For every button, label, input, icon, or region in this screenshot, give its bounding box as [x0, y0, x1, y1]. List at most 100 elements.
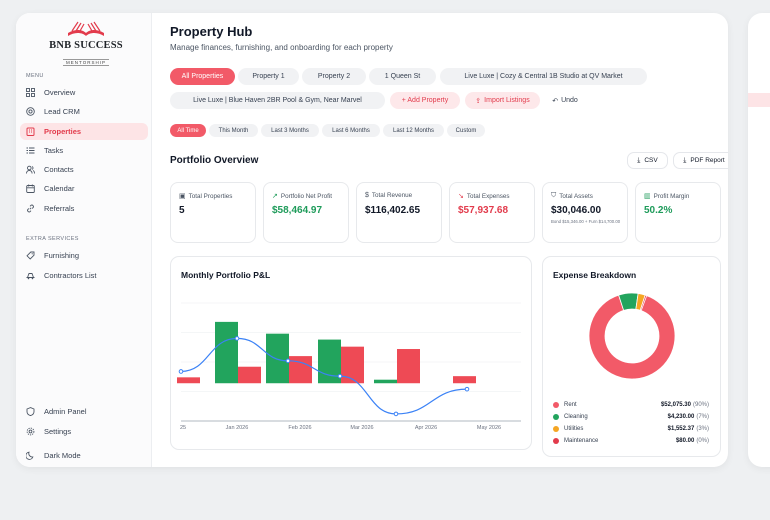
- upload-icon: ⇪: [475, 97, 482, 105]
- profit-bar: [374, 379, 397, 384]
- trend-up-icon: ↗: [272, 193, 278, 200]
- pdf-report-button[interactable]: ⤓ PDF Report: [673, 152, 728, 169]
- x-tick-label: Apr 2026: [415, 425, 437, 431]
- stat-label: ▥ Profit Margin: [644, 192, 690, 201]
- adjacent-window-banner: [748, 93, 770, 107]
- sidebar-item-label: Contacts: [44, 165, 74, 174]
- stat-note: Bond $15,346.00 + Furn $14,700.00: [551, 219, 621, 224]
- x-tick-label: 25: [180, 425, 186, 431]
- moon-icon: [26, 451, 35, 460]
- legend-amount: $1,552.37 (3%): [667, 426, 709, 432]
- sidebar-item-calendar[interactable]: Calendar: [20, 180, 148, 197]
- legend-amount: $52,075.30 (90%): [660, 402, 709, 408]
- filter-custom[interactable]: Custom: [447, 124, 485, 137]
- dollar-icon: $: [365, 192, 369, 199]
- stat-label: ▣ Total Properties: [179, 192, 233, 201]
- calendar-icon: [26, 184, 35, 193]
- stat-value: $58,464.97: [272, 205, 323, 216]
- undo-icon: ↶: [552, 97, 559, 105]
- legend-row-utilities: Utilities $1,552.37 (3%): [553, 424, 709, 434]
- x-tick-label: Mar 2026: [350, 425, 373, 431]
- tab-property-1[interactable]: Property 1: [238, 68, 299, 85]
- sidebar-item-label: Referrals: [44, 204, 75, 213]
- legend-label: Maintenance: [564, 438, 599, 444]
- sidebar-item-admin-panel[interactable]: Admin Panel: [20, 403, 148, 420]
- legend-dot: [553, 426, 559, 432]
- users-icon: [26, 165, 35, 174]
- donut-slice-maintenance: [639, 294, 648, 312]
- filter-last-3-months[interactable]: Last 3 Months: [261, 124, 319, 137]
- sidebar-item-contacts[interactable]: Contacts: [20, 161, 148, 178]
- sidebar-item-tasks[interactable]: Tasks: [20, 142, 148, 159]
- sidebar-item-properties[interactable]: Properties: [20, 123, 148, 140]
- sidebar-item-label: Settings: [44, 427, 72, 436]
- undo-label: Undo: [561, 97, 578, 104]
- stat-label: ↘ Total Expenses: [458, 192, 510, 201]
- tab-property-2[interactable]: Property 2: [302, 68, 366, 85]
- tab-live-luxe-blue-haven[interactable]: Live Luxe | Blue Haven 2BR Pool & Gym, N…: [170, 92, 385, 109]
- sidebar-item-label: Furnishing: [44, 251, 80, 260]
- import-listings-button[interactable]: ⇪ Import Listings: [465, 92, 540, 109]
- tab-1-queen-st[interactable]: 1 Queen St: [369, 68, 436, 85]
- app-window: BNB SUCCESS MENTORSHIP MENU Overview Lea…: [16, 13, 728, 467]
- adjacent-window: [748, 13, 770, 467]
- list-icon: [26, 146, 35, 155]
- legend-dot: [553, 414, 559, 420]
- legend-label: Utilities: [564, 426, 584, 432]
- sidebar-item-contractors[interactable]: Contractors List: [20, 267, 148, 284]
- building-icon: [26, 127, 35, 136]
- legend-amount: $4,230.00 (7%): [667, 414, 709, 420]
- filter-last-12-months[interactable]: Last 12 Months: [383, 124, 444, 137]
- sidebar-item-overview[interactable]: Overview: [20, 84, 148, 101]
- shield-icon: ⛉: [551, 192, 557, 199]
- filter-all-time[interactable]: All Time: [170, 124, 206, 137]
- stat-value: 50.2%: [644, 205, 673, 216]
- expense-title: Expense Breakdown: [553, 270, 637, 280]
- filter-this-month[interactable]: This Month: [209, 124, 258, 137]
- stat-value: $116,402.65: [365, 205, 421, 216]
- stat-label: ↗ Portfolio Net Profit: [272, 192, 332, 201]
- brand-subtitle: MENTORSHIP: [63, 59, 109, 66]
- pl-chart-title: Monthly Portfolio P&L: [181, 270, 271, 280]
- sidebar-item-furnishing[interactable]: Furnishing: [20, 247, 148, 264]
- legend-label: Rent: [564, 402, 577, 408]
- page-subtitle: Manage finances, furnishing, and onboard…: [170, 43, 393, 52]
- sidebar-item-label: Lead CRM: [44, 107, 80, 116]
- csv-export-button[interactable]: ⤓ CSV: [627, 152, 668, 169]
- sidebar-item-settings[interactable]: Settings: [20, 423, 148, 440]
- link-icon: [26, 204, 35, 213]
- brand-title: BNB SUCCESS: [49, 40, 123, 51]
- x-tick-label: Feb 2026: [288, 425, 311, 431]
- stat-label: ⛉ Total Assets: [551, 192, 593, 200]
- add-property-button[interactable]: + Add Property: [390, 92, 460, 109]
- profit-bar: [266, 333, 289, 384]
- sidebar-item-label: Properties: [44, 127, 82, 136]
- undo-button[interactable]: ↶ Undo: [543, 92, 587, 109]
- grid-icon: [26, 88, 35, 97]
- gear-icon: [26, 427, 35, 436]
- brand-logo[interactable]: BNB SUCCESS MENTORSHIP: [36, 19, 136, 75]
- line-point: [234, 336, 240, 341]
- import-listings-label: Import Listings: [484, 97, 530, 104]
- stat-card-total-revenue: $ Total Revenue $116,402.65: [356, 182, 442, 243]
- line-point: [337, 373, 343, 379]
- dark-mode-toggle[interactable]: Dark Mode: [20, 447, 148, 464]
- x-tick-label: May 2026: [477, 425, 501, 431]
- stat-card-total-properties: ▣ Total Properties 5: [170, 182, 256, 243]
- target-icon: [26, 107, 35, 116]
- x-tick-label: Jan 2026: [226, 425, 249, 431]
- tab-live-luxe-cozy[interactable]: Live Luxe | Cozy & Central 1B Studio at …: [440, 68, 647, 85]
- tag-icon: [26, 251, 35, 260]
- sidebar-item-referrals[interactable]: Referrals: [20, 200, 148, 217]
- pl-chart: 25 Jan 2026 Feb 2026 Mar 2026 Apr 2026 May 20…: [177, 302, 521, 431]
- stat-value: $30,046.00: [551, 205, 602, 216]
- book-logo-icon: [68, 21, 104, 36]
- stat-card-total-assets: ⛉ Total Assets $30,046.00 Bond $15,346.00…: [542, 182, 628, 243]
- expense-donut-chart: [588, 292, 676, 380]
- line-point: [178, 369, 184, 374]
- sidebar-item-label: Calendar: [44, 184, 75, 193]
- filter-last-6-months[interactable]: Last 6 Months: [322, 124, 380, 137]
- sidebar-item-lead-crm[interactable]: Lead CRM: [20, 103, 148, 120]
- tab-all-properties[interactable]: All Properties: [170, 68, 235, 85]
- truck-icon: [26, 271, 35, 280]
